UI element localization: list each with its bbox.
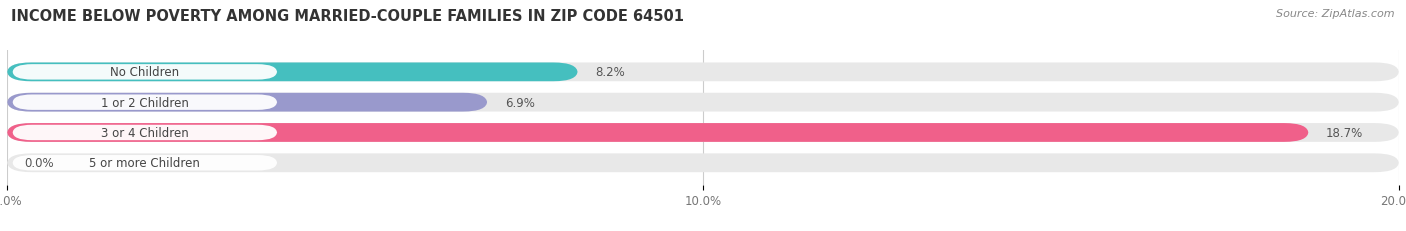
FancyBboxPatch shape (13, 95, 277, 110)
Text: 5 or more Children: 5 or more Children (90, 157, 200, 170)
FancyBboxPatch shape (13, 155, 277, 171)
FancyBboxPatch shape (7, 93, 488, 112)
FancyBboxPatch shape (7, 93, 1399, 112)
Text: 1 or 2 Children: 1 or 2 Children (101, 96, 188, 109)
Text: 0.0%: 0.0% (24, 157, 53, 170)
FancyBboxPatch shape (7, 124, 1309, 142)
FancyBboxPatch shape (7, 154, 1399, 172)
FancyBboxPatch shape (7, 124, 1399, 142)
Text: 18.7%: 18.7% (1326, 126, 1364, 139)
Text: 3 or 4 Children: 3 or 4 Children (101, 126, 188, 139)
Text: 6.9%: 6.9% (505, 96, 534, 109)
Text: INCOME BELOW POVERTY AMONG MARRIED-COUPLE FAMILIES IN ZIP CODE 64501: INCOME BELOW POVERTY AMONG MARRIED-COUPL… (11, 9, 685, 24)
Text: No Children: No Children (110, 66, 180, 79)
Text: Source: ZipAtlas.com: Source: ZipAtlas.com (1277, 9, 1395, 19)
FancyBboxPatch shape (13, 65, 277, 80)
FancyBboxPatch shape (13, 125, 277, 141)
FancyBboxPatch shape (7, 63, 578, 82)
FancyBboxPatch shape (7, 63, 1399, 82)
Text: 8.2%: 8.2% (595, 66, 624, 79)
